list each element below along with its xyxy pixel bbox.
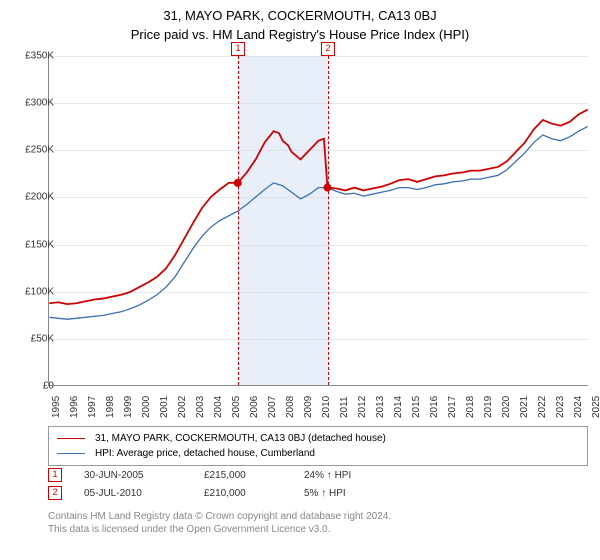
x-tick-label: 2016	[429, 396, 440, 418]
legend-swatch-hpi	[57, 453, 85, 454]
x-tick-label: 2023	[555, 396, 566, 418]
y-tick-label: £300K	[10, 98, 54, 109]
x-tick-label: 2015	[411, 396, 422, 418]
legend-row-hpi: HPI: Average price, detached house, Cumb…	[57, 446, 579, 461]
y-tick-label: £100K	[10, 286, 54, 297]
legend-label-subject: 31, MAYO PARK, COCKERMOUTH, CA13 0BJ (de…	[95, 433, 386, 444]
legend-row-subject: 31, MAYO PARK, COCKERMOUTH, CA13 0BJ (de…	[57, 431, 579, 446]
y-tick-label: £150K	[10, 239, 54, 250]
x-tick-label: 2007	[267, 396, 278, 418]
x-tick-label: 2025	[591, 396, 600, 418]
event-row: 1 30-JUN-2005£215,00024% ↑ HPI	[48, 466, 414, 484]
event-badge: 1	[48, 468, 62, 482]
sale-marker-badge: 1	[231, 42, 245, 56]
footer-line-2: This data is licensed under the Open Gov…	[48, 523, 391, 536]
chart-container: 31, MAYO PARK, COCKERMOUTH, CA13 0BJ Pri…	[0, 0, 600, 560]
chart-subtitle: Price paid vs. HM Land Registry's House …	[0, 27, 600, 42]
x-tick-label: 2006	[249, 396, 260, 418]
x-tick-label: 2014	[393, 396, 404, 418]
x-tick-label: 2012	[357, 396, 368, 418]
x-tick-label: 2011	[339, 396, 350, 418]
x-tick-label: 2024	[573, 396, 584, 418]
x-tick-label: 2005	[231, 396, 242, 418]
x-tick-label: 1998	[105, 396, 116, 418]
line-series-svg	[49, 56, 588, 385]
title-block: 31, MAYO PARK, COCKERMOUTH, CA13 0BJ Pri…	[0, 0, 600, 42]
y-tick-label: £350K	[10, 51, 54, 62]
y-tick-label: £250K	[10, 145, 54, 156]
y-tick-label: £0	[10, 381, 54, 392]
x-tick-label: 2013	[375, 396, 386, 418]
event-delta: 24% ↑ HPI	[304, 470, 414, 481]
y-tick-label: £200K	[10, 192, 54, 203]
x-tick-label: 2000	[141, 396, 152, 418]
plot-area: 12	[48, 56, 588, 386]
sale-point	[323, 184, 331, 192]
footer-line-1: Contains HM Land Registry data © Crown c…	[48, 510, 391, 523]
events-table: 1 30-JUN-2005£215,00024% ↑ HPI 2 05-JUL-201…	[48, 466, 414, 502]
legend: 31, MAYO PARK, COCKERMOUTH, CA13 0BJ (de…	[48, 426, 588, 466]
x-tick-label: 1997	[87, 396, 98, 418]
event-badge: 2	[48, 486, 62, 500]
x-tick-label: 1995	[51, 396, 62, 418]
series-line-hpi	[49, 126, 587, 319]
x-tick-label: 2010	[321, 396, 332, 418]
x-tick-label: 2021	[519, 396, 530, 418]
legend-label-hpi: HPI: Average price, detached house, Cumb…	[95, 448, 315, 459]
series-line-subject	[49, 110, 587, 305]
x-tick-label: 2004	[213, 396, 224, 418]
event-row: 2 05-JUL-2010£210,0005% ↑ HPI	[48, 484, 414, 502]
x-tick-label: 2017	[447, 396, 458, 418]
x-tick-label: 1996	[69, 396, 80, 418]
event-delta: 5% ↑ HPI	[304, 488, 414, 499]
event-date: 05-JUL-2010	[84, 488, 204, 499]
x-tick-label: 2018	[465, 396, 476, 418]
x-tick-label: 2020	[501, 396, 512, 418]
event-date: 30-JUN-2005	[84, 470, 204, 481]
x-tick-label: 2009	[303, 396, 314, 418]
x-tick-label: 2008	[285, 396, 296, 418]
legend-swatch-subject	[57, 438, 85, 439]
footer-attribution: Contains HM Land Registry data © Crown c…	[48, 510, 391, 536]
x-tick-label: 2022	[537, 396, 548, 418]
x-tick-label: 1999	[123, 396, 134, 418]
chart-title: 31, MAYO PARK, COCKERMOUTH, CA13 0BJ	[0, 8, 600, 23]
sale-point	[234, 179, 242, 187]
x-tick-label: 2003	[195, 396, 206, 418]
x-tick-label: 2001	[159, 396, 170, 418]
event-price: £215,000	[204, 470, 304, 481]
x-tick-label: 2002	[177, 396, 188, 418]
sale-marker-badge: 2	[321, 42, 335, 56]
x-tick-label: 2019	[483, 396, 494, 418]
y-tick-label: £50K	[10, 333, 54, 344]
event-price: £210,000	[204, 488, 304, 499]
